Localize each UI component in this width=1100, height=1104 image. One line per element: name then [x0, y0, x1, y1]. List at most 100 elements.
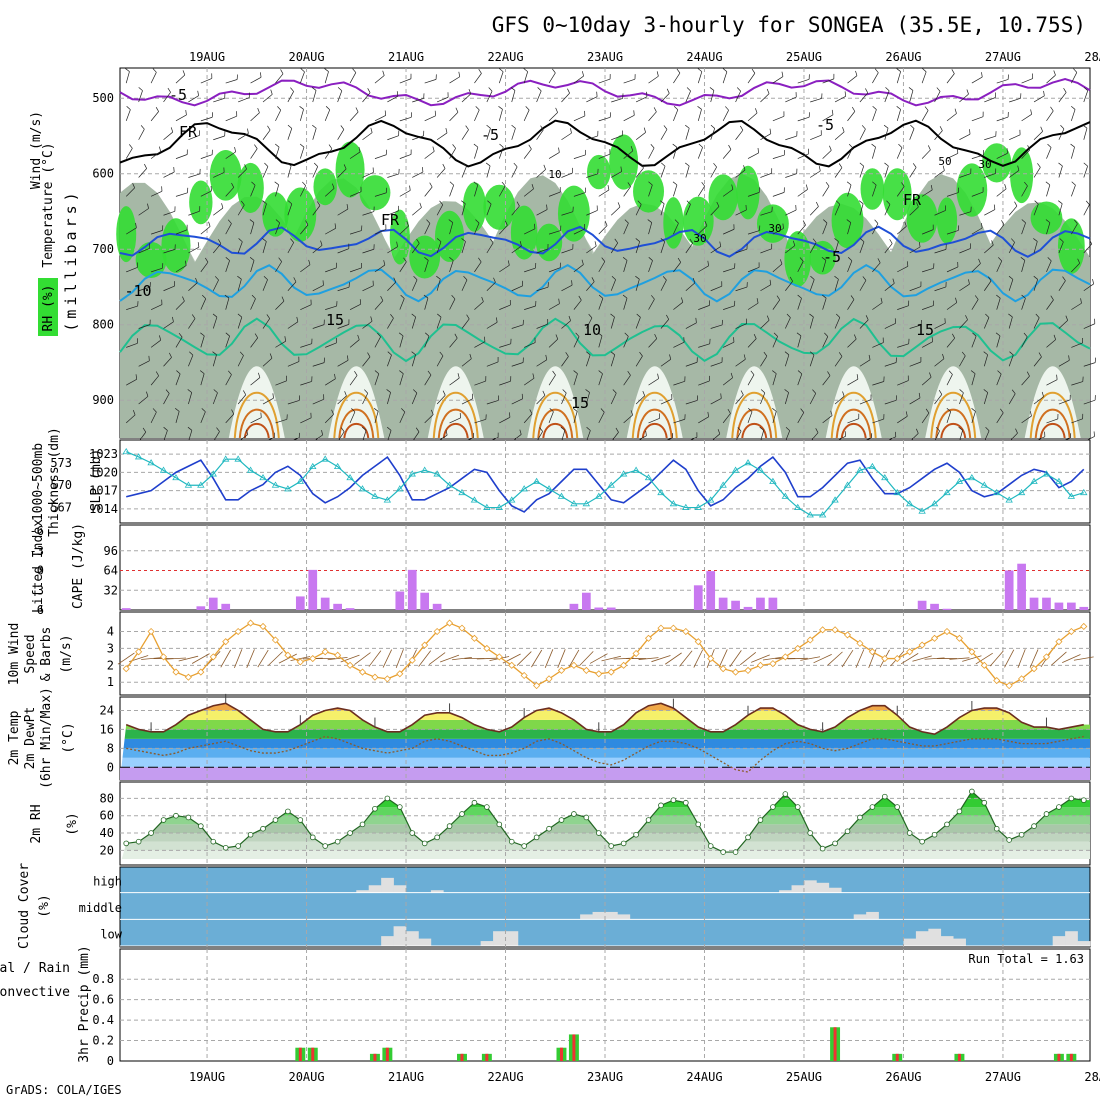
cape-bar: [1042, 598, 1051, 610]
credit-text: GrADS: COLA/IGES: [6, 1083, 122, 1097]
top-axis-label: 21AUG: [388, 50, 424, 64]
cape-bar: [582, 593, 591, 610]
top-axis-label: 28AUG: [1084, 50, 1100, 64]
precip-conv-bar: [299, 1048, 302, 1061]
cloud-bar: [1053, 936, 1066, 946]
rh-green-blob: [483, 185, 515, 230]
temp-tick: 0: [107, 760, 114, 774]
contour-label: FR: [903, 191, 922, 209]
rh-marker: [1032, 824, 1037, 829]
rh-green-blob: [558, 186, 590, 242]
bottom-axis-label: 27AUG: [985, 1070, 1021, 1084]
top-axis-label: 24AUG: [686, 50, 722, 64]
cloud-bar: [953, 939, 966, 946]
rh-marker: [360, 822, 365, 827]
contour-label: 30: [978, 158, 991, 171]
precip-tick: 0: [107, 1054, 114, 1068]
contour-label: 30: [768, 222, 781, 235]
precip-conv-bar: [460, 1054, 463, 1061]
rh-marker: [795, 805, 800, 810]
temp-label-3: (6hr Min/Max): [39, 687, 54, 789]
rh-marker: [982, 800, 987, 805]
precip-tick: 0.2: [92, 1034, 114, 1048]
bottom-axis-label: 26AUG: [885, 1070, 921, 1084]
cloud-panel-frame: [120, 867, 1090, 947]
rh-marker: [845, 829, 850, 834]
wind10m-barb: [788, 658, 808, 659]
bottom-axis-label: 28AUG: [1084, 1070, 1100, 1084]
rh-marker: [659, 803, 664, 808]
cloud-bar: [580, 914, 593, 919]
contour-label: -10: [124, 282, 151, 300]
rh-green-blob: [587, 155, 611, 189]
rh-marker: [957, 809, 962, 814]
rh-marker: [808, 831, 813, 836]
temp-tick: 16: [100, 722, 114, 736]
rh-marker: [907, 831, 912, 836]
rh-marker: [435, 835, 440, 840]
cloud-bar: [916, 931, 929, 946]
upper-label-rh: RH (%): [41, 285, 56, 332]
rh-label-unit: (%): [65, 812, 80, 835]
cape-bar: [420, 593, 429, 610]
cape-bar: [395, 591, 404, 610]
cape-bar: [719, 598, 728, 610]
precip-label-conv: Convective: [0, 985, 70, 1000]
precip-conv-bar: [311, 1048, 314, 1061]
cape-bar: [1067, 603, 1076, 610]
rh-marker: [1019, 832, 1024, 837]
wind-label-2: Speed: [23, 634, 38, 673]
rh-marker: [1081, 798, 1086, 803]
rh-marker: [335, 839, 340, 844]
rh-marker: [310, 835, 315, 840]
top-axis-label: 22AUG: [487, 50, 523, 64]
rh-marker: [497, 822, 502, 827]
rh-green-blob: [1031, 201, 1063, 234]
bottom-axis-label: 19AUG: [189, 1070, 225, 1084]
cloud-bar: [866, 912, 879, 919]
rh-marker: [547, 826, 552, 831]
wind-barb-flag: [1092, 279, 1093, 284]
rh-marker: [820, 846, 825, 851]
slp-label-slp: SLP (mb): [89, 449, 104, 512]
contour-label: -5: [481, 126, 499, 144]
precip-conv-bar: [1070, 1054, 1073, 1061]
rh-marker: [211, 839, 216, 844]
precip-ticks: 0.80.60.40.20: [92, 972, 114, 1068]
slp-label-thickness1: 1000~500mb: [31, 443, 46, 521]
cape-bar: [1005, 571, 1014, 611]
contour-label: 30: [693, 232, 706, 245]
cloud-bar: [792, 885, 805, 892]
cloud-bar: [394, 926, 407, 946]
rh-marker: [572, 812, 577, 817]
rh-green-blob: [861, 168, 885, 210]
rh-marker: [397, 805, 402, 810]
cape-bar: [296, 596, 305, 610]
rh-tick: 60: [100, 809, 114, 823]
cape-bar: [1079, 607, 1088, 610]
pressure-tick: 500: [92, 91, 114, 105]
rh-marker: [285, 809, 290, 814]
rh-marker: [410, 831, 415, 836]
wind-tick: 2: [107, 658, 114, 672]
contour-label: 15: [916, 321, 934, 339]
rh-marker: [248, 832, 253, 837]
rh-marker: [1069, 796, 1074, 801]
contour-label: 10: [548, 168, 561, 181]
cloud-bar: [406, 931, 419, 946]
cloud-bar: [394, 885, 407, 892]
cape-bar: [694, 585, 703, 610]
cloud-level-label: low: [100, 928, 122, 942]
cloud-label: Cloud Cover: [17, 863, 32, 949]
rh-marker: [1044, 812, 1049, 817]
bottom-axis-label: 21AUG: [388, 1070, 424, 1084]
precip-conv-bar: [834, 1027, 837, 1061]
cape-bar: [333, 604, 342, 610]
cape-bar: [209, 598, 218, 610]
